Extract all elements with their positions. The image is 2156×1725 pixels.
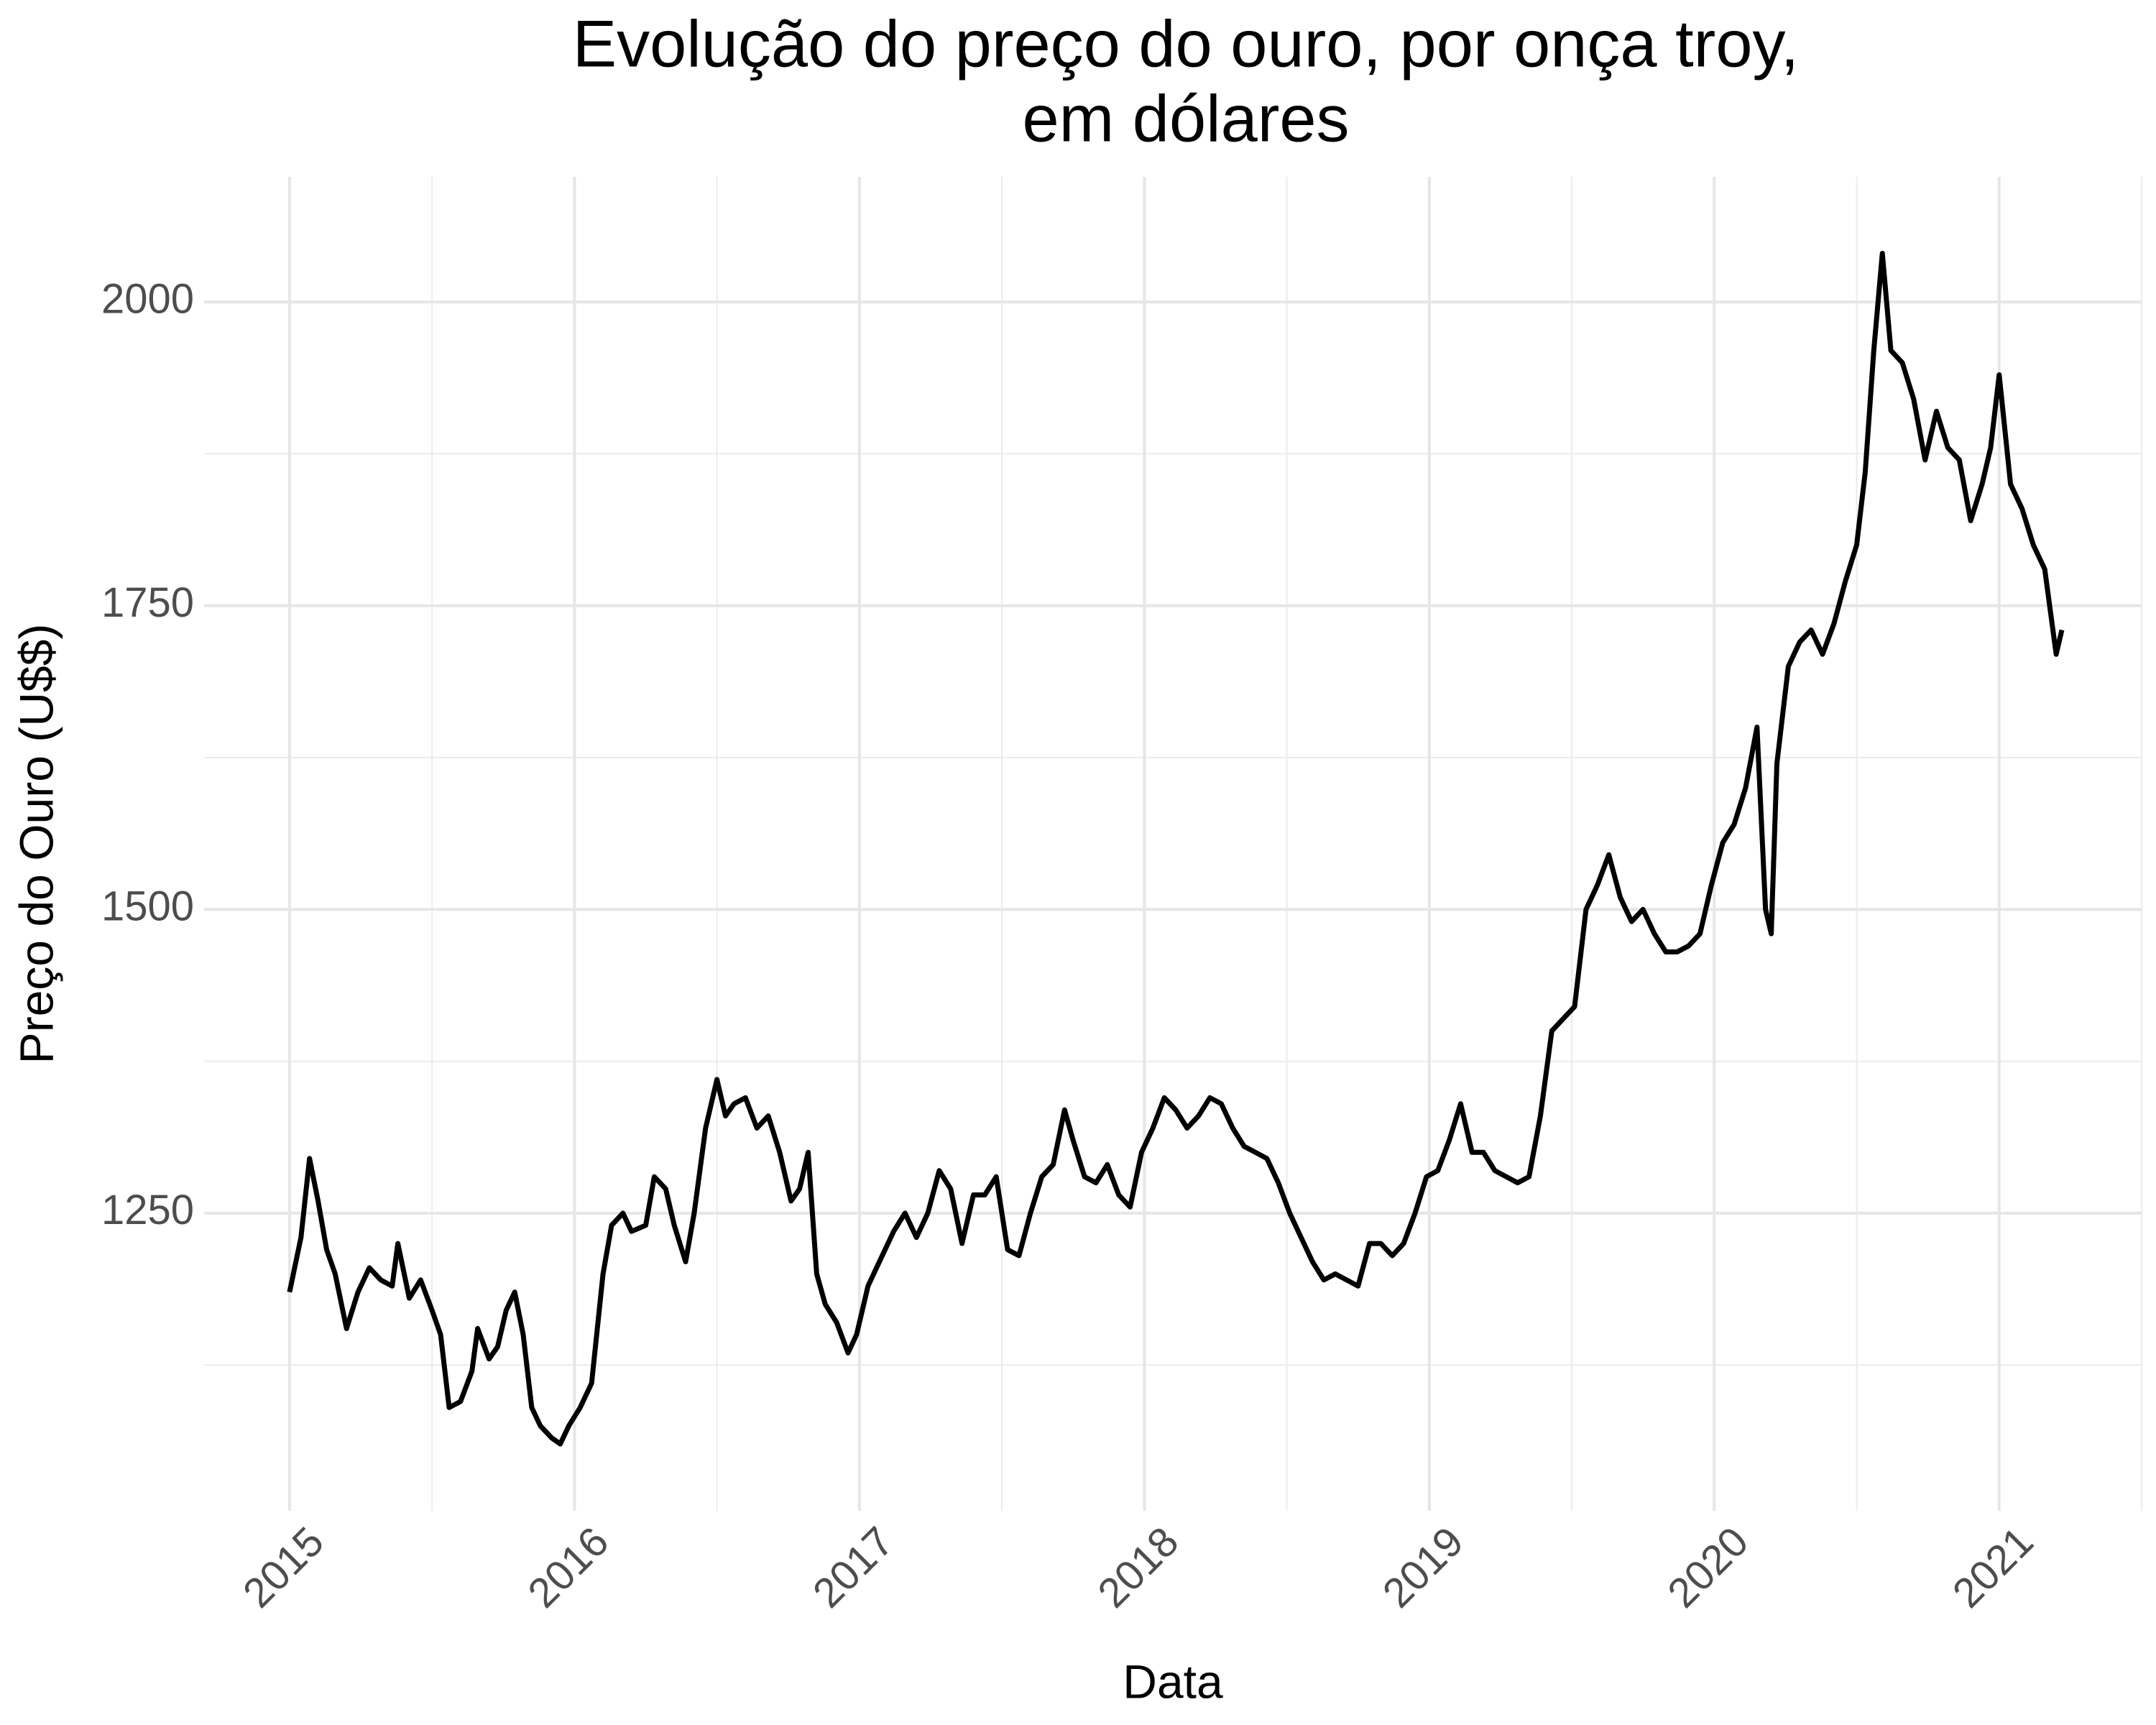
chart-title: em dólares — [1022, 82, 1349, 155]
price-line — [287, 251, 2065, 1447]
y-tick-label: 1500 — [101, 883, 194, 930]
x-tick-label: 2021 — [1944, 1518, 2042, 1616]
y-tick-label: 1750 — [101, 579, 194, 626]
chart-title: Evolução do preço do ouro, por onça troy… — [573, 7, 1799, 80]
x-axis-title: Data — [1123, 1655, 1223, 1708]
y-tick-label: 1250 — [101, 1187, 194, 1233]
x-tick-label: 2016 — [519, 1518, 617, 1616]
x-tick-label: 2019 — [1374, 1518, 1473, 1616]
y-axis-title: Preço do Ouro (U$$) — [9, 624, 63, 1064]
x-tick-label: 2015 — [234, 1518, 333, 1616]
x-tick-label: 2018 — [1089, 1518, 1187, 1616]
x-tick-label: 2017 — [804, 1518, 903, 1616]
x-tick-label: 2020 — [1659, 1518, 1757, 1616]
y-tick-label: 2000 — [101, 275, 194, 322]
